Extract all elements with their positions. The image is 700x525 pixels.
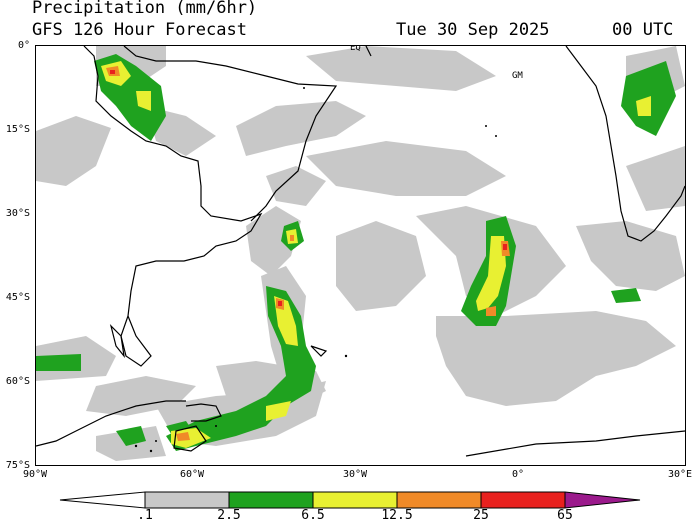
colorbar-label-65: 65 xyxy=(557,508,573,523)
color-scale-bar xyxy=(59,491,641,509)
colorbar-label-2.5: 2.5 xyxy=(217,508,241,523)
colorbar-label-0.1: .1 xyxy=(137,508,153,523)
lat-label-75s: 75°S xyxy=(5,460,30,471)
colorbar-label-6.5: 6.5 xyxy=(301,508,325,523)
lat-label-15s: 15°S xyxy=(5,124,30,135)
lon-label-30e: 30°E xyxy=(667,469,693,480)
colorbar-label-12.5: 12.5 xyxy=(381,508,413,523)
map-canvas: EQ GM xyxy=(36,46,685,461)
lat-label-0: 0° xyxy=(17,40,30,51)
colorbar-segment-very-heavy xyxy=(480,491,566,509)
very-heavy-precip-areas xyxy=(110,70,507,306)
lon-label-60w: 60°W xyxy=(179,469,205,480)
lon-label-30w: 30°W xyxy=(342,469,368,480)
map-title: Precipitation (mm/6hr) xyxy=(32,0,258,18)
model-forecast-label: GFS 126 Hour Forecast xyxy=(32,20,247,40)
lon-label-0: 0° xyxy=(511,469,525,480)
island-dots xyxy=(134,87,497,453)
colorbar-segment-heavy xyxy=(396,491,482,509)
moderate-precip-areas xyxy=(101,61,651,448)
equator-marker: EQ xyxy=(350,46,361,53)
lat-label-30s: 30°S xyxy=(5,208,30,219)
colorbar-segment-moderate xyxy=(312,491,398,509)
colorbar-label-25: 25 xyxy=(473,508,489,523)
greenwich-meridian-marker: GM xyxy=(512,71,523,81)
lat-label-45s: 45°S xyxy=(5,292,30,303)
lon-label-90w: 90°W xyxy=(22,469,48,480)
forecast-date: Tue 30 Sep 2025 xyxy=(396,20,550,40)
coastlines xyxy=(36,46,685,457)
colorbar-segment-light xyxy=(228,491,314,509)
colorbar-segment-none xyxy=(59,491,146,509)
precipitation-map: EQ GM xyxy=(35,45,686,466)
forecast-time: 00 UTC xyxy=(612,20,674,40)
colorbar-segment-extreme xyxy=(564,491,641,509)
colorbar-segment-trace xyxy=(144,491,230,509)
lat-label-60s: 60°S xyxy=(5,376,30,387)
